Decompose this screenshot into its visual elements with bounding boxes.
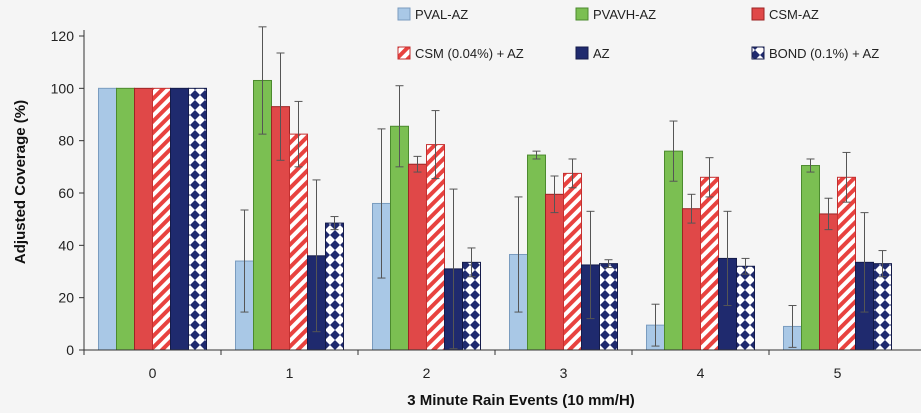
legend-swatch xyxy=(397,7,411,21)
legend-item: CSM (0.04%) + AZ xyxy=(397,46,524,61)
error-bar xyxy=(276,52,285,161)
error-bar xyxy=(860,212,869,313)
y-tick-label: 20 xyxy=(58,290,74,306)
error-bar xyxy=(806,158,815,173)
error-bar xyxy=(377,128,386,279)
legend-item: BOND (0.1%) + AZ xyxy=(751,46,879,61)
bar xyxy=(682,208,701,351)
legend-swatch xyxy=(575,46,589,60)
y-tick-label: 100 xyxy=(51,80,75,96)
error-bar xyxy=(651,303,660,347)
x-tick-label: 0 xyxy=(149,365,157,381)
bar xyxy=(98,87,117,351)
error-bar xyxy=(294,100,303,168)
bar xyxy=(325,222,344,351)
bar xyxy=(152,87,171,351)
bar xyxy=(170,87,189,351)
x-axis-title: 3 Minute Rain Events (10 mm/H) xyxy=(407,392,635,409)
error-bar xyxy=(449,188,458,350)
legend-label: CSM-AZ xyxy=(769,7,819,22)
legend-swatch xyxy=(751,7,765,21)
error-bar xyxy=(467,247,476,278)
legend-label: CSM (0.04%) + AZ xyxy=(415,46,524,61)
error-bar xyxy=(240,209,249,313)
legend-label: PVAVH-AZ xyxy=(593,7,656,22)
error-bar xyxy=(550,175,559,214)
error-bar xyxy=(514,196,523,313)
y-tick-label: 120 xyxy=(51,28,75,44)
bar xyxy=(527,154,546,351)
bar xyxy=(408,163,427,351)
bar xyxy=(837,176,856,351)
bar xyxy=(563,172,582,351)
bar xyxy=(599,263,618,351)
error-bar xyxy=(687,193,696,224)
bar xyxy=(700,176,719,351)
x-axis-ticks: 0 1 2 3 4 5 xyxy=(83,350,842,381)
error-bar xyxy=(842,151,851,203)
y-tick-label: 40 xyxy=(58,237,74,253)
bar xyxy=(736,265,755,351)
bar xyxy=(545,193,564,351)
bar xyxy=(801,165,820,351)
error-bar xyxy=(330,216,339,231)
bar xyxy=(188,87,207,351)
error-bar xyxy=(705,157,714,198)
legend-item: CSM-AZ xyxy=(751,7,819,22)
legend-label: PVAL-AZ xyxy=(415,7,468,22)
legend-item: AZ xyxy=(575,46,610,61)
legend: PVAL-AZ PVAVH-AZ CSM-AZ CSM (0.04%) + AZ AZ B… xyxy=(397,7,879,61)
error-bar xyxy=(878,250,887,278)
error-bar xyxy=(568,158,577,189)
error-bar xyxy=(824,197,833,231)
error-bar xyxy=(586,210,595,320)
x-tick-label: 3 xyxy=(560,365,568,381)
y-tick-label: 0 xyxy=(66,342,74,358)
x-tick-label: 1 xyxy=(286,365,294,381)
error-bar xyxy=(532,150,541,160)
error-bar xyxy=(413,155,422,173)
error-bar xyxy=(741,257,750,275)
y-tick-label: 60 xyxy=(58,185,74,201)
error-bar xyxy=(258,26,267,135)
error-bar xyxy=(788,305,797,348)
error-bar xyxy=(395,85,404,168)
error-bar xyxy=(669,120,678,182)
error-bar xyxy=(431,110,440,180)
bar xyxy=(819,213,838,351)
legend-item: PVAL-AZ xyxy=(397,7,468,22)
error-bar xyxy=(723,210,732,307)
x-tick-label: 2 xyxy=(423,365,431,381)
legend-label: BOND (0.1%) + AZ xyxy=(769,46,879,61)
bar xyxy=(134,87,153,351)
legend-swatch xyxy=(751,46,765,60)
legend-swatch xyxy=(575,7,589,21)
bar xyxy=(116,87,135,351)
error-bar xyxy=(312,179,321,333)
x-tick-label: 5 xyxy=(834,365,842,381)
y-axis-ticks: 0 20 40 60 80 100 120 xyxy=(51,28,84,358)
plot-area xyxy=(98,26,892,351)
x-tick-label: 4 xyxy=(697,365,705,381)
legend-item: PVAVH-AZ xyxy=(575,7,656,22)
y-tick-label: 80 xyxy=(58,133,74,149)
error-bar xyxy=(604,259,613,269)
legend-swatch xyxy=(397,46,411,60)
y-axis-title: Adjusted Coverage (%) xyxy=(12,100,29,264)
legend-label: AZ xyxy=(593,46,610,61)
